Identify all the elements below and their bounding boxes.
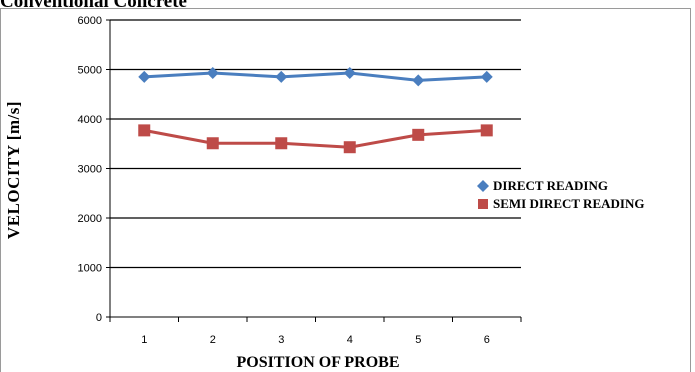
chart-heading: Conventional Concrete — [0, 0, 187, 12]
legend-item-direct-reading: DIRECT READING — [476, 177, 644, 195]
grid-lines — [110, 19, 521, 269]
y-tick-label: 6000 — [78, 15, 102, 27]
y-axis-label: VELOCITY [m/s] — [4, 100, 23, 240]
x-tick-label: 4 — [347, 334, 353, 346]
y-tick-label: 0 — [96, 312, 102, 324]
legend-label: DIRECT READING — [493, 178, 608, 193]
data-point — [412, 74, 425, 87]
x-axis-label: POSITION OF PROBE — [236, 354, 400, 371]
y-tick-label: 2000 — [78, 213, 102, 225]
data-point — [138, 70, 151, 83]
series-semi-direct-reading — [138, 124, 493, 154]
x-tick-label: 1 — [141, 334, 147, 346]
y-tick-labels: 0 1000 2000 3000 4000 5000 6000 — [78, 15, 102, 324]
data-point — [343, 66, 356, 79]
series-line — [143, 128, 487, 149]
data-point — [206, 137, 219, 150]
data-point — [480, 124, 493, 137]
x-tick-labels: 1 2 3 4 5 6 — [141, 334, 490, 346]
data-point — [275, 137, 288, 150]
data-point — [412, 128, 425, 141]
data-point — [343, 141, 356, 154]
data-point — [480, 70, 493, 83]
series-group — [138, 66, 493, 154]
x-tick-label: 6 — [484, 334, 490, 346]
data-point — [138, 124, 151, 137]
x-tick-label: 5 — [415, 334, 421, 346]
legend: DIRECT READING SEMI DIRECT READING — [476, 177, 644, 213]
square-marker-icon — [478, 199, 488, 209]
legend-item-semi-direct-reading: SEMI DIRECT READING — [476, 195, 644, 213]
series-direct-reading — [138, 66, 493, 87]
axes — [106, 19, 522, 322]
data-point — [206, 66, 219, 79]
legend-label: SEMI DIRECT READING — [493, 196, 645, 211]
series-line — [144, 71, 487, 82]
chart-frame — [0, 8, 691, 372]
x-tick-label: 3 — [278, 334, 284, 346]
y-tick-label: 1000 — [78, 263, 102, 275]
x-tick-label: 2 — [210, 334, 216, 346]
y-tick-label: 5000 — [78, 65, 102, 77]
y-tick-label: 3000 — [78, 164, 102, 176]
y-tick-label: 4000 — [78, 114, 102, 126]
diamond-marker-icon — [477, 180, 489, 192]
data-point — [275, 70, 288, 83]
